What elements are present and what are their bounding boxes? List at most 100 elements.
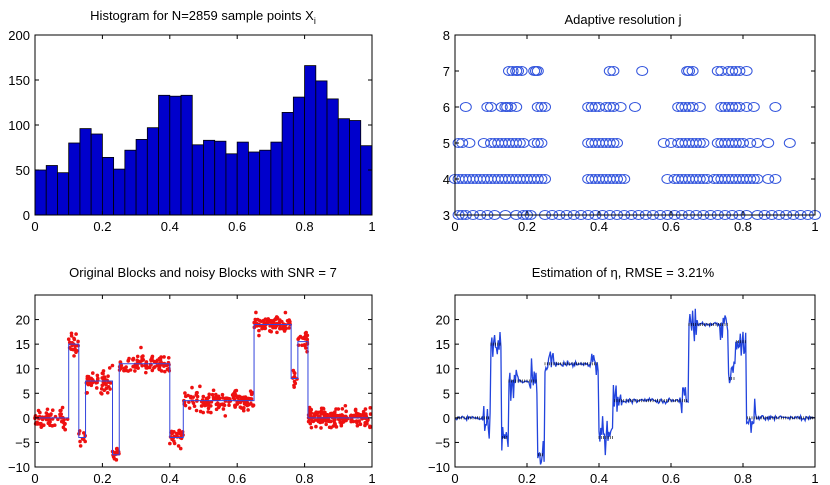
noisy-sample-point: [36, 415, 41, 420]
noisy-sample-point: [194, 391, 199, 395]
noisy-sample-point: [74, 332, 78, 336]
resolution-point: [762, 138, 775, 148]
noisy-sample-point: [39, 421, 43, 426]
estimate-title: Estimation of η, RMSE = 3.21%: [532, 265, 715, 280]
resolution-point: [740, 66, 753, 76]
y-tick-label: 150: [8, 73, 30, 88]
resolution-panel: 0 0.2 0.4 0.6 0.8 1 3 4 5 6 7 8: [443, 28, 821, 234]
noisy-sample-point: [233, 404, 237, 408]
noisy-sample-point: [355, 423, 360, 428]
noisy-sample-point: [135, 354, 140, 359]
noisy-sample-point: [149, 358, 154, 363]
noisy-sample-point: [307, 411, 312, 416]
x-tick-label: 0.2: [518, 471, 536, 485]
noisy-sample-point: [205, 403, 209, 407]
histogram-bar: [236, 141, 249, 216]
x-tick-label: 0.8: [734, 471, 752, 485]
noisy-sample-point: [63, 427, 68, 432]
resolution-point: [611, 174, 623, 184]
resolution-point: [535, 174, 548, 184]
resolution-point: [762, 174, 775, 184]
resolution-point: [539, 174, 551, 184]
noisy-sample-point: [211, 388, 216, 393]
histogram-bar: [360, 145, 373, 216]
resolution-point: [686, 66, 699, 76]
noisy-sample-point: [66, 337, 71, 341]
noisy-sample-point: [105, 378, 109, 383]
noisy-sample-point: [135, 358, 139, 363]
noisy-sample-point: [76, 339, 80, 344]
noisy-sample-point: [131, 364, 135, 369]
histogram-bar: [124, 149, 137, 216]
noisy-sample-point: [104, 382, 108, 386]
histogram-bar: [45, 165, 58, 216]
noisy-sample-point: [187, 406, 192, 410]
noisy-sample-point: [332, 413, 337, 418]
noisy-sample-point: [249, 401, 253, 406]
histogram-bar: [146, 127, 159, 216]
noisy-sample-point: [157, 367, 161, 371]
blocks-line: [35, 323, 372, 456]
noisy-sample-point: [216, 394, 221, 399]
noisy-sample-point: [127, 356, 131, 361]
resolution-point: [506, 66, 519, 76]
x-tick-label: 0.4: [161, 219, 179, 234]
noisy-sample-point: [357, 419, 362, 423]
resolution-point: [657, 138, 670, 148]
noisy-sample-point: [90, 371, 95, 375]
resolution-point: [690, 138, 703, 148]
noisy-sample-point: [72, 354, 76, 358]
noisy-sample-point: [194, 408, 199, 413]
resolution-point: [463, 138, 476, 148]
noisy-sample-point: [368, 424, 372, 429]
noisy-sample-point: [309, 425, 314, 430]
noisy-sample-point: [78, 444, 83, 448]
y-tick-label: 5: [23, 386, 30, 401]
noisy-sample-point: [39, 425, 44, 429]
noisy-sample-point: [174, 431, 179, 436]
noisy-sample-point: [101, 369, 106, 373]
y-tick-label: −5: [15, 435, 30, 450]
x-tick-label: 0.6: [662, 471, 680, 485]
noisy-sample-point: [38, 410, 42, 415]
noisy-sample-point: [108, 381, 113, 385]
resolution-point: [769, 174, 782, 184]
noisy-sample-point: [297, 336, 301, 340]
resolution-point: [504, 102, 517, 112]
noisy-sample-point: [102, 388, 107, 393]
noisy-sample-point: [221, 407, 226, 411]
noisy-sample-point: [72, 336, 76, 341]
noisy-sample-point: [272, 325, 277, 330]
y-tick-label: 7: [443, 64, 450, 79]
resolution-point: [531, 138, 544, 148]
noisy-sample-point: [330, 411, 334, 416]
noisy-sample-point: [40, 415, 45, 419]
noisy-sample-point: [235, 400, 239, 404]
noisy-sample-point: [152, 365, 157, 369]
resolution-point: [607, 66, 620, 76]
resolution-point: [531, 102, 544, 112]
noisy-sample-point: [311, 419, 316, 424]
resolution-point: [744, 138, 757, 148]
resolution-point: [697, 138, 710, 148]
resolution-point: [783, 138, 796, 148]
resolution-point: [510, 138, 523, 148]
noisy-sample-point: [207, 392, 212, 397]
y-tick-label: 10: [16, 362, 30, 377]
noisy-sample-point: [239, 395, 244, 400]
noisy-sample-point: [238, 400, 243, 405]
y-tick-label: −5: [435, 435, 450, 450]
noisy-sample-point: [48, 413, 53, 417]
noisy-sample-point: [253, 320, 258, 325]
resolution-point: [459, 102, 472, 112]
resolution-point: [614, 174, 627, 184]
noisy-sample-point: [223, 414, 228, 418]
noisy-sample-point: [246, 408, 250, 412]
noisy-sample-point: [166, 355, 171, 360]
noisy-sample-point: [177, 428, 181, 433]
noisy-sample-point: [319, 426, 323, 430]
y-tick-label: 15: [436, 337, 450, 352]
noisy-sample-point: [257, 328, 261, 333]
noisy-sample-point: [183, 391, 187, 395]
resolution-point: [636, 66, 649, 76]
